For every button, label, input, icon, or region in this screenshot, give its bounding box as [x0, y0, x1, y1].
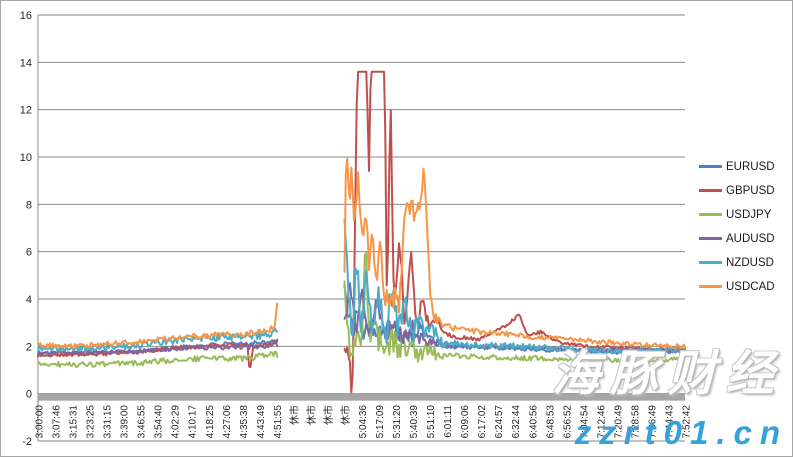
y-tick-label: -2 [22, 436, 32, 448]
y-tick-label: 8 [26, 199, 32, 211]
x-tick-label: 7:36:49 [647, 405, 658, 439]
x-tick-label: 7:12:46 [596, 405, 607, 439]
x-tick-label: 5:51:10 [426, 405, 437, 439]
x-tick-label: 6:56:52 [562, 405, 573, 439]
x-tick-label: 3:31:15 [103, 405, 114, 439]
legend-swatch-NZDUSD [699, 261, 722, 264]
legend-label: GBPUSD [726, 184, 775, 197]
x-tick-label: 3:15:31 [69, 405, 80, 439]
x-tick-label: 3:54:40 [154, 405, 165, 439]
legend-swatch-GBPUSD [699, 189, 722, 192]
x-tick-label: 4:27:06 [222, 405, 233, 439]
x-tick-label: 3:07:46 [52, 405, 63, 439]
x-tick-label: 3:39:00 [120, 405, 131, 439]
x-tick-label: 3:23:25 [86, 405, 97, 439]
x-tick-label: 6:40:56 [528, 405, 539, 439]
x-tick-label-market-closed: 休市 [339, 405, 352, 425]
x-tick-label: 4:35:38 [239, 405, 250, 439]
x-tick-label: 7:04:54 [579, 405, 590, 439]
legend-swatch-USDJPY [699, 213, 722, 216]
x-tick-label: 5:04:36 [358, 405, 369, 439]
legend-item-EURUSD: EURUSD [699, 159, 792, 174]
x-tick-label: 3:46:55 [137, 405, 148, 439]
legend-label: USDCAD [726, 280, 775, 293]
x-tick-label: 6:09:06 [460, 405, 471, 439]
y-tick-label: 14 [20, 57, 32, 69]
legend-label: NZDUSD [726, 256, 774, 269]
y-tick-label: 4 [26, 294, 32, 306]
y-tick-label: 16 [20, 10, 32, 22]
x-tick-label: 7:28:58 [630, 405, 641, 439]
x-tick-label-market-closed: 休市 [305, 405, 318, 425]
y-tick-label: 10 [20, 152, 32, 164]
x-tick-label: 3:00:00 [35, 405, 46, 439]
x-tick-label: 4:10:17 [188, 405, 199, 439]
zero-axis-band [38, 393, 685, 401]
legend-label: AUDUSD [726, 232, 775, 245]
x-tick-label: 4:02:29 [171, 405, 182, 439]
x-tick-label: 7:52:42 [682, 405, 693, 439]
x-tick-label: 7:44:43 [664, 405, 675, 439]
y-tick-label: 12 [20, 105, 32, 117]
legend-item-USDCAD: USDCAD [699, 279, 792, 294]
x-tick-label: 6:48:53 [545, 405, 556, 439]
legend-item-NZDUSD: NZDUSD [699, 255, 792, 270]
x-tick-label-market-closed: 休市 [288, 405, 301, 425]
legend-swatch-AUDUSD [699, 237, 722, 240]
x-tick-label: 4:51:55 [273, 405, 284, 439]
x-tick-label: 6:32:44 [511, 405, 522, 439]
x-tick-label: 5:31:20 [392, 405, 403, 439]
legend-swatch-USDCAD [699, 285, 722, 288]
x-tick-label-market-closed: 休市 [322, 405, 335, 425]
legend-label: EURUSD [726, 160, 775, 173]
x-tick-label: 6:17:02 [477, 405, 488, 439]
legend-label: USDJPY [726, 208, 772, 221]
chart-legend: EURUSD GBPUSD USDJPY AUDUSD NZDUSD USDCAD [699, 159, 792, 303]
legend-swatch-EURUSD [699, 165, 722, 168]
legend-item-GBPUSD: GBPUSD [699, 183, 792, 198]
series-line-USDCAD [37, 157, 686, 350]
x-tick-label: 5:17:09 [375, 405, 386, 439]
y-tick-label: 2 [26, 341, 32, 353]
x-tick-label: 6:24:57 [494, 405, 505, 439]
x-tick-label: 6:01:11 [443, 405, 454, 438]
x-tick-label: 5:40:39 [409, 405, 420, 439]
x-tick-label: 7:20:49 [613, 405, 624, 439]
legend-item-AUDUSD: AUDUSD [699, 231, 792, 246]
x-tick-label: 4:18:25 [205, 405, 216, 439]
y-tick-label: 6 [26, 247, 32, 259]
legend-item-USDJPY: USDJPY [699, 207, 792, 222]
x-tick-label: 4:43:49 [256, 405, 267, 439]
y-tick-label: 0 [26, 389, 32, 401]
